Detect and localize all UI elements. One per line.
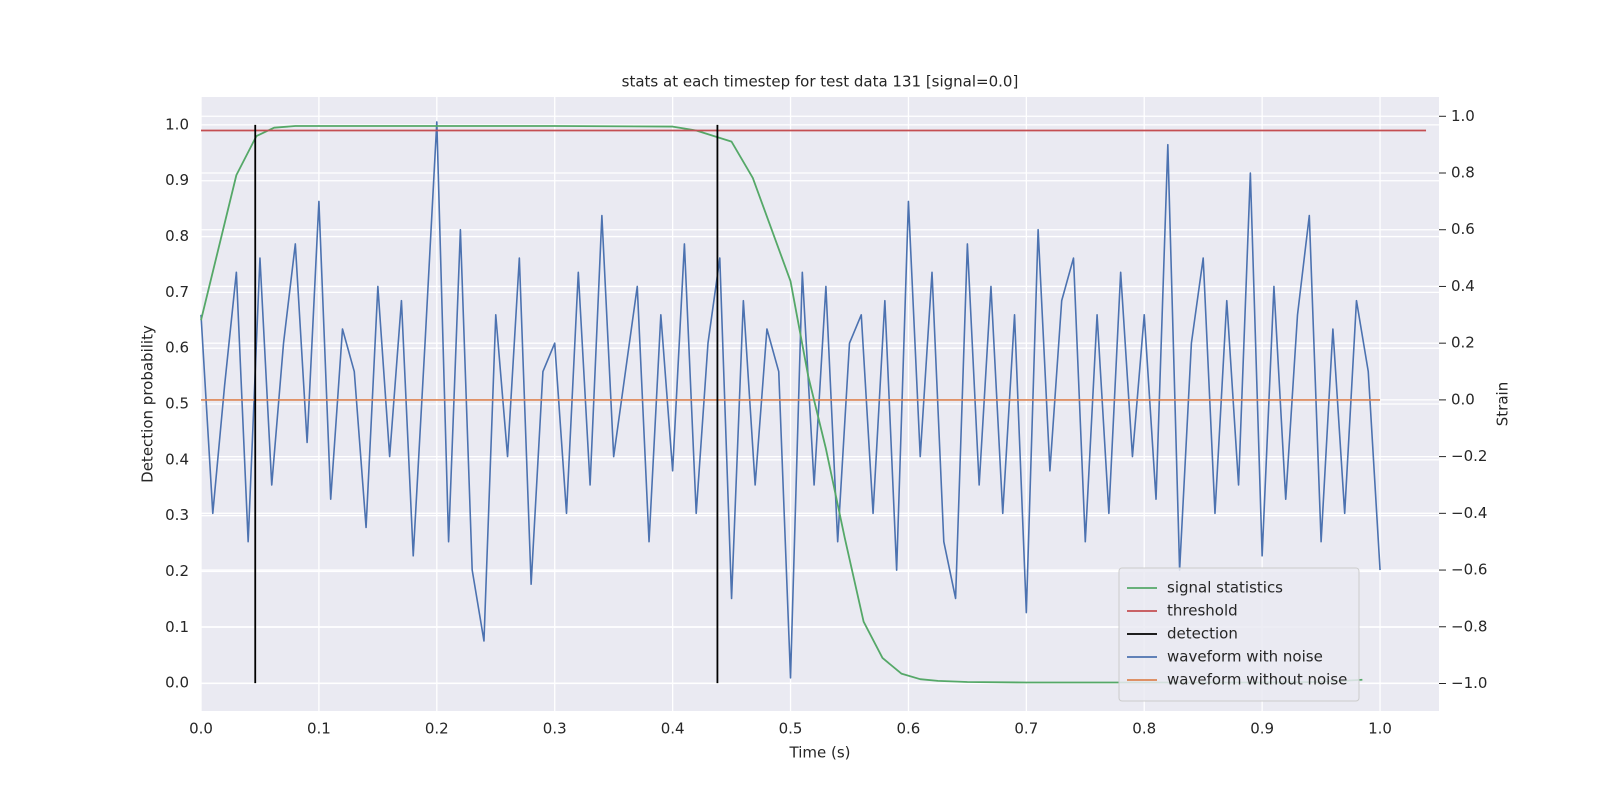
y2-tick-label: 0.2 bbox=[1451, 334, 1475, 352]
y2-tick-label: 0.6 bbox=[1451, 220, 1475, 238]
y2-tick-label: −0.6 bbox=[1451, 561, 1487, 579]
y-tick-label: 0.2 bbox=[165, 562, 189, 580]
x-tick-label: 0.0 bbox=[189, 720, 213, 738]
y2-tick-label: −0.2 bbox=[1451, 447, 1487, 465]
y2-tick-label: 0.4 bbox=[1451, 277, 1475, 295]
legend: signal statistics threshold detection wavef… bbox=[1118, 567, 1360, 702]
x-tick-label: 0.8 bbox=[1132, 720, 1156, 738]
legend-label: signal statistics bbox=[1167, 579, 1283, 597]
series-lines bbox=[200, 121, 1427, 684]
legend-label: detection bbox=[1167, 625, 1238, 643]
legend-box bbox=[1118, 567, 1360, 702]
y-tick-label: 0.6 bbox=[165, 339, 189, 357]
series-line bbox=[200, 121, 1381, 679]
y2-axis-label: Strain bbox=[1494, 382, 1512, 426]
y-tick-label: 0.8 bbox=[165, 227, 189, 245]
x-tick-label: 1.0 bbox=[1368, 720, 1392, 738]
legend-label: waveform with noise bbox=[1167, 648, 1323, 666]
y-tick-label: 0.4 bbox=[165, 450, 189, 468]
x-tick-label: 0.1 bbox=[307, 720, 331, 738]
legend-label: waveform without noise bbox=[1167, 671, 1347, 689]
y-tick-label: 0.1 bbox=[165, 618, 189, 636]
x-tick-label: 0.7 bbox=[1014, 720, 1038, 738]
x-tick-label: 0.5 bbox=[779, 720, 803, 738]
series-line bbox=[254, 124, 719, 684]
x-tick-label: 0.3 bbox=[543, 720, 567, 738]
x-axis-label: Time (s) bbox=[789, 744, 851, 762]
y-tick-label: 0.7 bbox=[165, 283, 189, 301]
y-axis-label: Detection probability bbox=[139, 325, 157, 483]
y2-tick-label: 0.8 bbox=[1451, 164, 1475, 182]
x-tick-label: 0.9 bbox=[1250, 720, 1274, 738]
y-tick-label: 0.0 bbox=[165, 674, 189, 692]
x-tick-label: 0.6 bbox=[896, 720, 920, 738]
y2-tick-label: −1.0 bbox=[1451, 674, 1487, 692]
x-tick-label: 0.4 bbox=[661, 720, 685, 738]
y2-tick-label: 1.0 bbox=[1451, 107, 1475, 125]
y-tick-label: 0.3 bbox=[165, 506, 189, 524]
axes: 0.0 0.1 0.2 0.3 0.4 0.5 0.6 0.7 0.8 0.9 1.0 0.0 0.1 0… bbox=[165, 107, 1487, 738]
y-tick-label: 1.0 bbox=[165, 115, 189, 133]
y2-tick-label: −0.4 bbox=[1451, 504, 1487, 522]
y2-tick-label: −0.8 bbox=[1451, 617, 1487, 635]
series-line bbox=[200, 125, 1363, 684]
y2-tick-label: 0.0 bbox=[1451, 390, 1475, 408]
legend-label: threshold bbox=[1167, 602, 1238, 620]
chart-title: stats at each timestep for test data 131… bbox=[622, 73, 1019, 91]
x-tick-label: 0.2 bbox=[425, 720, 449, 738]
y-tick-label: 0.5 bbox=[165, 395, 189, 413]
y-tick-label: 0.9 bbox=[165, 171, 189, 189]
